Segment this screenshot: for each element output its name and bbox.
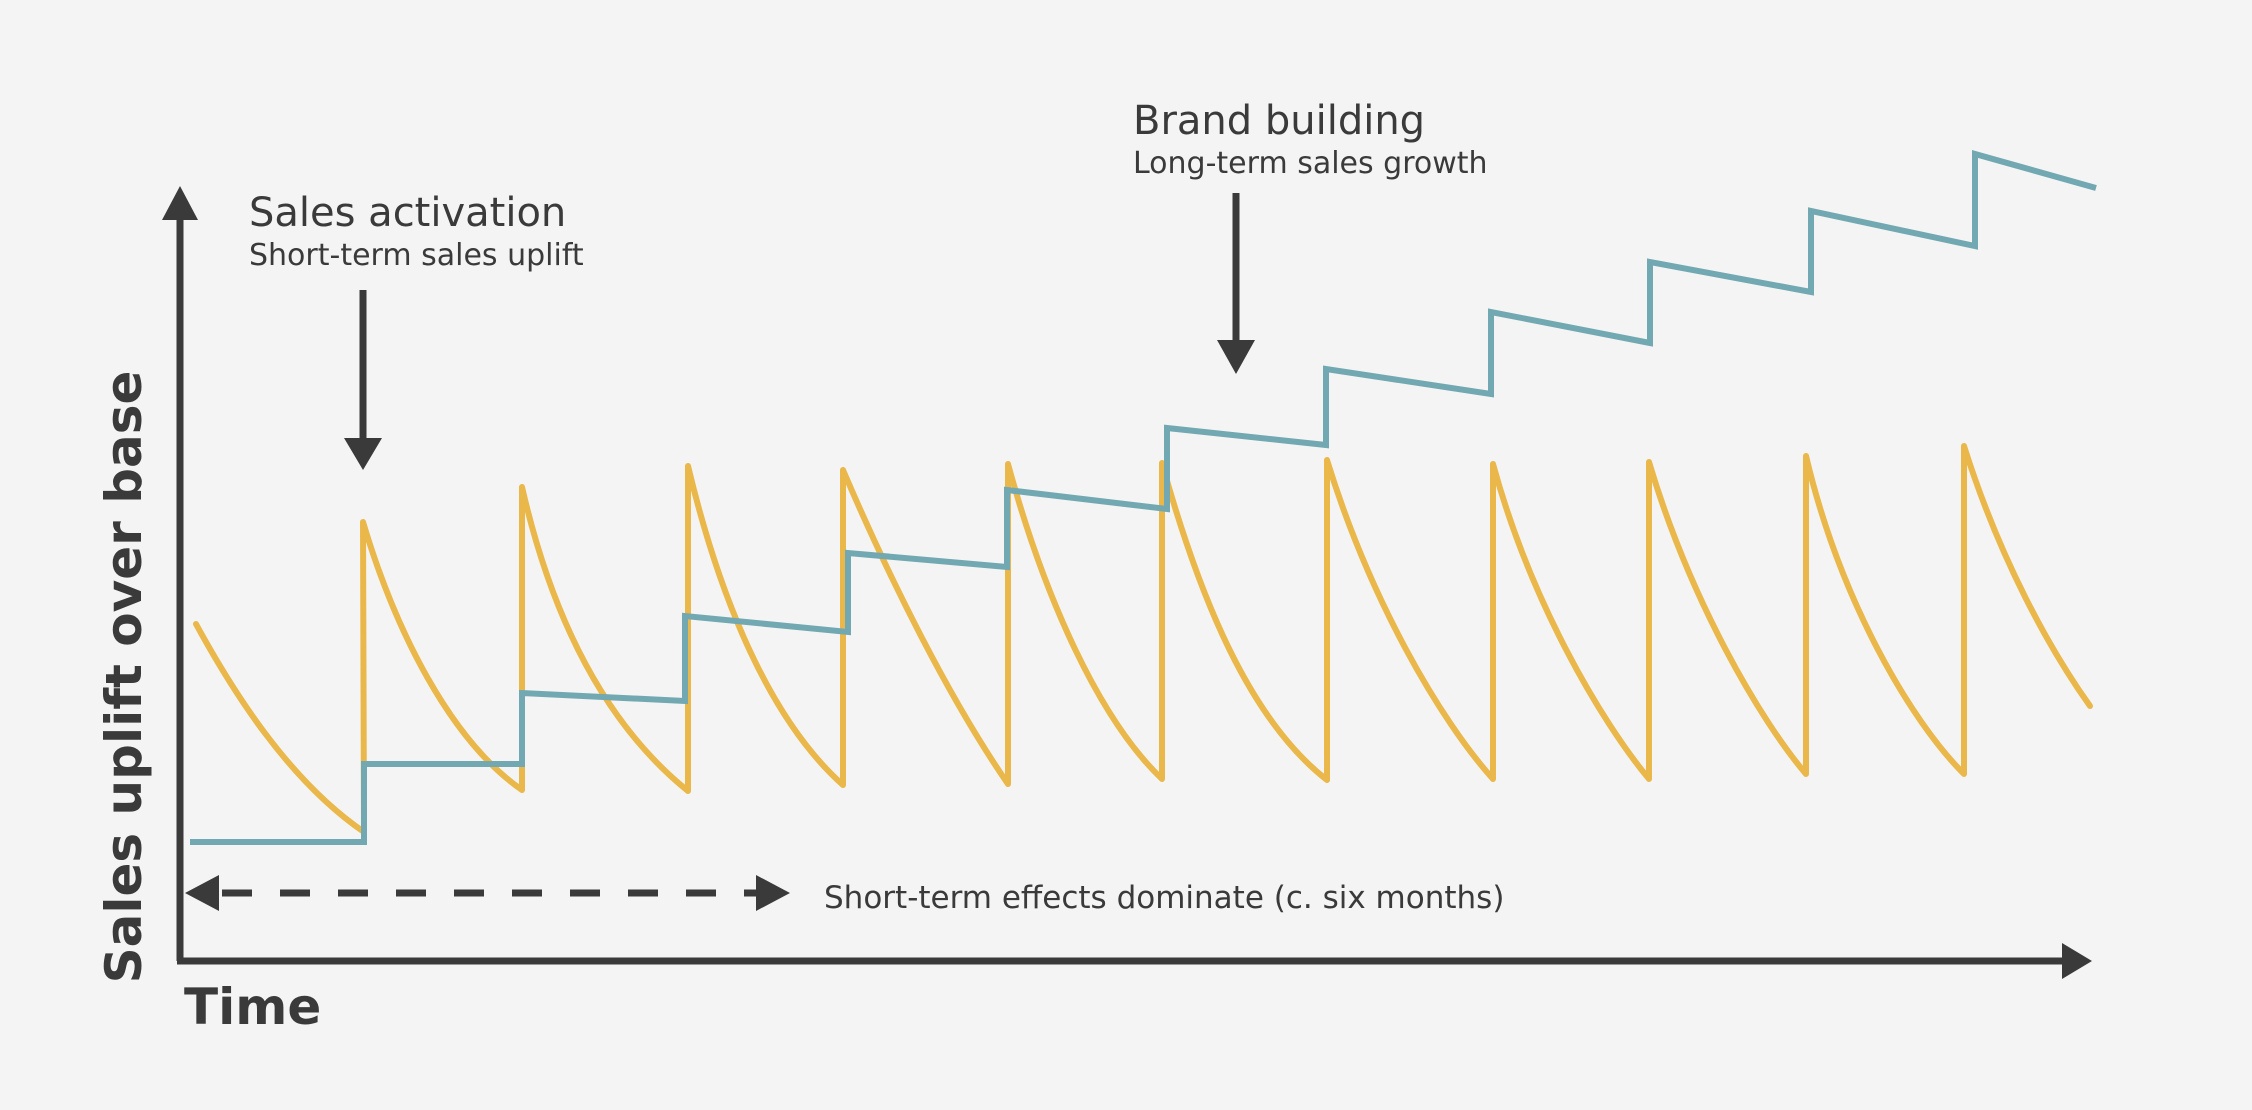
sales-activation-arrowhead	[344, 438, 382, 470]
brand-building-arrowhead	[1217, 340, 1255, 374]
x-axis-arrowhead	[2062, 943, 2092, 979]
range-right-arrowhead	[756, 875, 790, 911]
brand-building-subtitle: Long-term sales growth	[1133, 146, 1488, 181]
brand-building-title: Brand building	[1133, 98, 1425, 144]
short-term-range-indicator	[185, 875, 790, 911]
x-axis-label: Time	[184, 978, 321, 1036]
y-axis-label: Sales uplift over base	[95, 371, 153, 984]
brand-building-line	[190, 150, 2097, 845]
axes	[162, 186, 2092, 979]
short-term-note: Short-term effects dominate (c. six mont…	[824, 880, 1504, 916]
sales-activation-title: Sales activation	[249, 190, 566, 236]
y-axis-arrowhead	[162, 186, 198, 220]
sales-activation-subtitle: Short-term sales uplift	[249, 238, 584, 273]
range-left-arrowhead	[185, 875, 219, 911]
